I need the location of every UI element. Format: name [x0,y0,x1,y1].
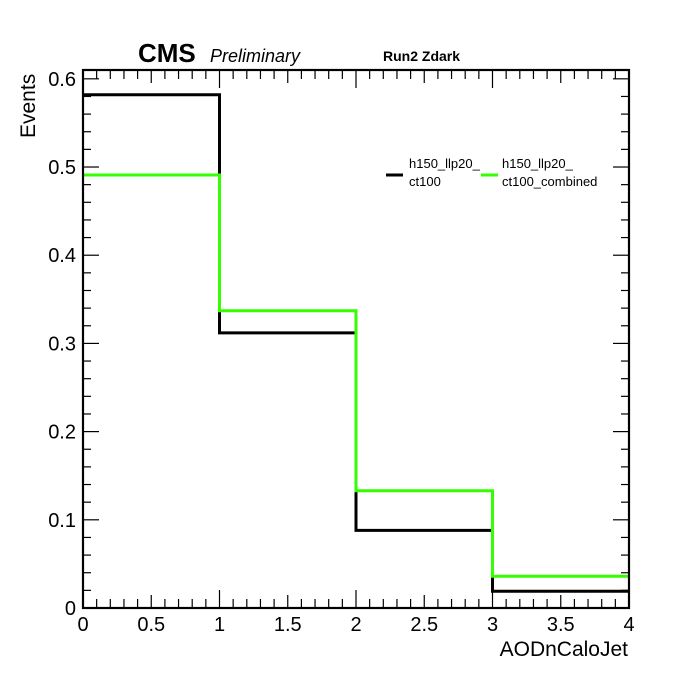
y-axis-label: Events [17,74,40,138]
x-tick-label: 2 [350,614,361,636]
y-tick-label: 0.5 [48,157,76,179]
y-tick-label: 0.6 [48,69,76,91]
x-tick-label: 1 [214,614,225,636]
plot-frame [81,68,631,610]
histogram-line [83,173,629,578]
legend: h150_llp20_ ct100 h150_llp20_ ct100_combine… [386,156,597,189]
x-tick-label: 3.5 [547,614,575,636]
x-tick-label: 2.5 [410,614,438,636]
axis-ticks [82,70,630,609]
x-tick-label: 3 [487,614,498,636]
legend-label: h150_llp20_ ct100_combined [502,156,597,189]
y-tick-label: 0.2 [48,422,76,444]
y-tick-label: 0.4 [48,245,76,267]
x-tick-label: 4 [623,614,634,636]
y-tick-label: 0.3 [48,333,76,355]
y-tick-label: 0.1 [48,510,76,532]
cms-label: CMS [138,38,196,68]
x-tick-label: 0.5 [137,614,165,636]
histogram-series [83,93,629,593]
legend-label: h150_llp20_ ct100 [409,156,481,189]
x-tick-label: 0 [77,614,88,636]
x-axis-label: AODnCaloJet [500,638,629,661]
x-tick-labels: 0 0.5 1 1.5 2 2.5 3 3.5 4 [77,614,634,636]
y-tick-label: 0 [65,598,76,620]
y-tick-labels: 0 0.1 0.2 0.3 0.4 0.5 0.6 [48,69,76,620]
preliminary-label: Preliminary [210,46,301,66]
run-label: Run2 Zdark [383,48,460,64]
x-tick-label: 1.5 [274,614,302,636]
